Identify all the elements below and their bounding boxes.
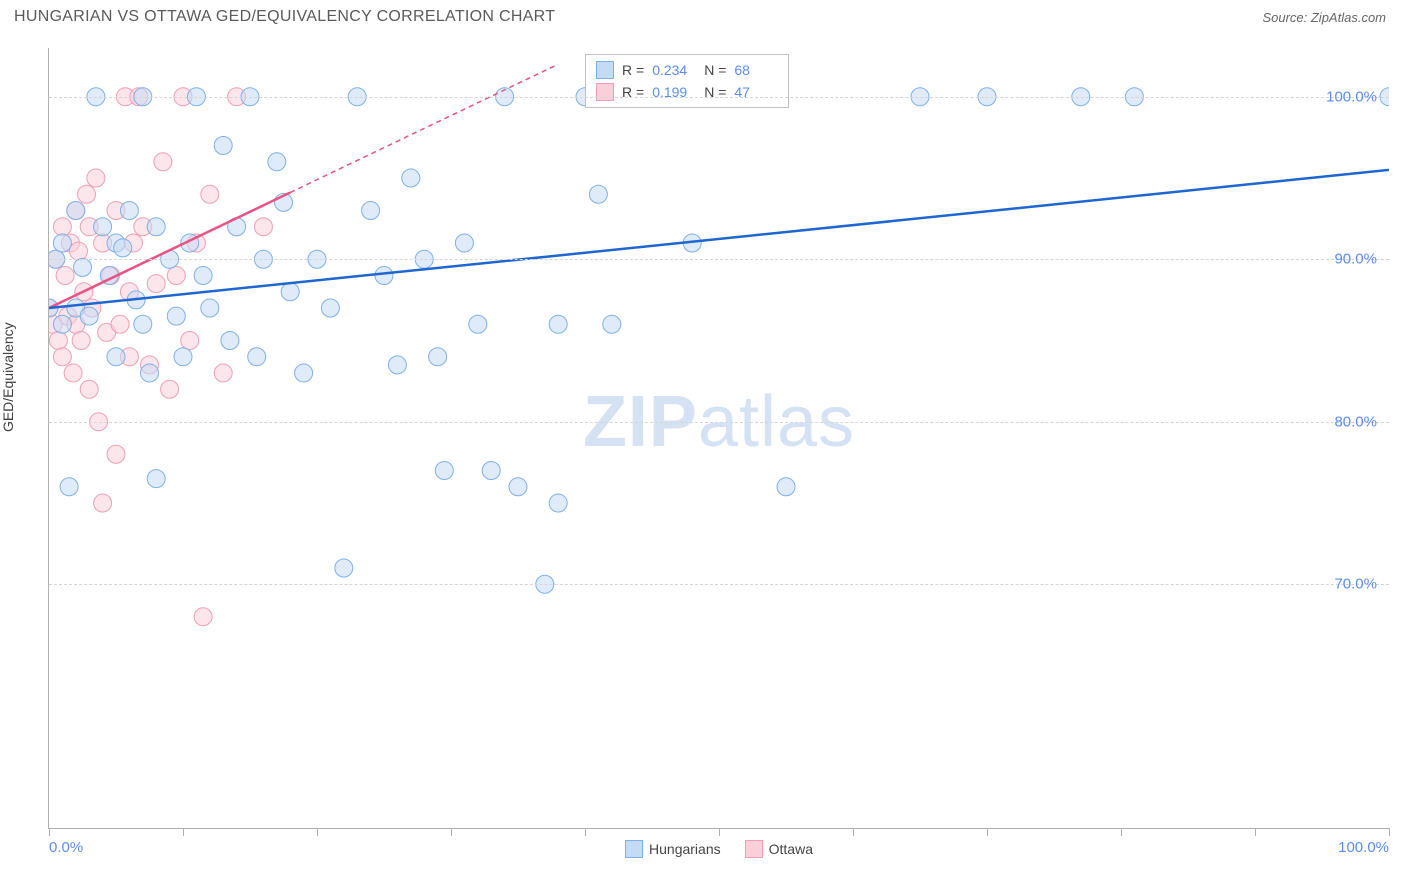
swatch-series2-bottom xyxy=(745,840,763,858)
stats-legend-box: R =0.234 N =68 R =0.199 N =47 xyxy=(585,54,789,108)
swatch-series1 xyxy=(596,61,614,79)
legend-label-series1: Hungarians xyxy=(649,841,721,857)
y-tick-label: 90.0% xyxy=(1334,251,1377,268)
x-tick-label: 0.0% xyxy=(49,839,83,856)
y-axis-label: GED/Equivalency xyxy=(0,322,16,432)
chart-plot-area: ZIPatlas R =0.234 N =68 R =0.199 N =47 H… xyxy=(48,48,1389,829)
x-tick-label: 100.0% xyxy=(1338,839,1389,856)
y-tick-label: 70.0% xyxy=(1334,576,1377,593)
y-tick-label: 80.0% xyxy=(1334,413,1377,430)
chart-title: HUNGARIAN VS OTTAWA GED/EQUIVALENCY CORR… xyxy=(14,8,555,26)
y-tick-label: 100.0% xyxy=(1326,88,1377,105)
swatch-series1-bottom xyxy=(625,840,643,858)
legend-label-series2: Ottawa xyxy=(769,841,813,857)
source-label: Source: ZipAtlas.com xyxy=(1262,10,1386,25)
legend-bottom: Hungarians Ottawa xyxy=(625,840,813,858)
swatch-series2 xyxy=(596,83,614,101)
scatter-svg xyxy=(49,48,1389,828)
